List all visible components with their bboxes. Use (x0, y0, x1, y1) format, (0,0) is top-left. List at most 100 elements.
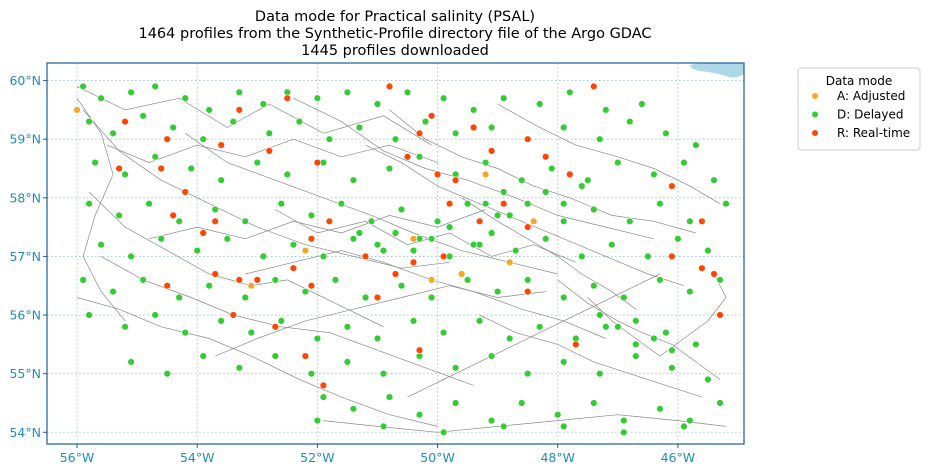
profile-point-d (331, 276, 340, 284)
profile-point-d (475, 317, 484, 325)
profile-point-d (187, 164, 195, 173)
plot-frame (46, 62, 745, 445)
profile-point-d (686, 217, 694, 226)
profile-point-d (355, 123, 364, 132)
profile-point-d (487, 352, 496, 360)
profile-point-d (535, 323, 544, 331)
profile-point-d (511, 246, 520, 255)
profile-point-r (163, 135, 171, 143)
legend-marker (811, 92, 819, 100)
profile-point-d (439, 328, 448, 337)
profile-point-d (253, 158, 261, 167)
float-trajectory (557, 279, 721, 380)
profile-point-d (547, 164, 556, 173)
profile-point-d (686, 416, 694, 425)
profile-point-d (590, 399, 598, 407)
profile-point-d (91, 158, 99, 167)
profile-point-r (541, 153, 550, 161)
profile-point-d (121, 170, 129, 179)
float-trajectory (185, 133, 558, 275)
profile-point-d (463, 276, 472, 284)
profile-point-r (181, 188, 189, 196)
profile-point-r (325, 217, 334, 226)
profile-point-d (704, 375, 712, 384)
float-trajectory (323, 414, 727, 433)
profile-point-d (656, 276, 664, 284)
profile-point-d (614, 323, 622, 331)
profile-point-d (692, 340, 700, 349)
profile-point-r (361, 252, 370, 261)
profile-point-d (97, 94, 105, 102)
profile-point-d (181, 94, 189, 102)
profile-point-d (247, 328, 256, 337)
profile-point-d (121, 323, 129, 331)
profile-point-r (439, 252, 448, 261)
float-trajectory (149, 209, 486, 240)
chart-title-line-3: 1445 profiles downloaded (301, 43, 489, 59)
profile-point-d (590, 282, 598, 290)
profile-point-d (566, 88, 574, 97)
profile-point-r (668, 182, 676, 190)
legend-entry-label: R: Real-time (837, 126, 910, 140)
profile-point-r (487, 147, 496, 155)
y-tick-label: 59°N (9, 132, 41, 147)
legend-box (797, 67, 921, 151)
float-trajectory (88, 191, 384, 328)
x-tick-label: 52°W (300, 450, 335, 465)
profile-point-a (247, 282, 256, 290)
profile-point-r (469, 123, 478, 132)
profile-point-r (121, 117, 129, 126)
profile-point-r (433, 170, 442, 179)
profile-point-r (572, 340, 580, 349)
profile-point-d (596, 311, 604, 319)
profile-point-d (626, 117, 634, 126)
profile-point-a (301, 246, 310, 255)
profile-point-r (211, 217, 219, 226)
profile-point-r (307, 282, 316, 290)
profile-point-d (127, 252, 135, 261)
profile-point-d (517, 399, 526, 407)
profile-point-d (602, 106, 610, 114)
profile-point-d (277, 317, 285, 325)
profile-point-d (343, 323, 352, 331)
profile-point-d (686, 287, 694, 296)
profile-point-d (85, 200, 93, 208)
profile-point-d (722, 200, 730, 208)
profile-point-a (506, 258, 514, 266)
profile-point-d (517, 176, 526, 184)
profile-point-r (698, 217, 706, 226)
x-tick-label: 50°W (420, 450, 455, 465)
profile-point-d (559, 422, 568, 431)
map-plot-area: 56°W 54°W 52°W 50°W 48°W 46°W 54°N 55°N 56°N 57°… (9, 62, 745, 465)
float-trajectory (461, 197, 637, 310)
profile-point-d (199, 352, 207, 360)
profile-point-d (319, 393, 328, 401)
profile-point-d (379, 246, 388, 255)
profile-point-d (584, 176, 592, 184)
profile-point-r (403, 153, 412, 161)
profile-point-r (157, 164, 165, 173)
profile-point-d (578, 182, 586, 190)
profile-point-a (427, 276, 436, 284)
profile-point-r (475, 217, 484, 226)
profile-point-d (656, 200, 664, 208)
profile-point-d (295, 117, 304, 126)
profile-point-r (373, 293, 382, 302)
profile-point-d (614, 158, 622, 167)
y-tick-label: 58°N (9, 190, 41, 205)
profile-point-d (151, 82, 159, 91)
profile-point-d (500, 422, 508, 431)
profile-point-d (680, 422, 688, 431)
profile-point-r (415, 129, 424, 138)
profile-point-d (397, 282, 406, 290)
float-trajectory (293, 97, 654, 240)
profile-point-d (199, 135, 207, 143)
profile-point-d (620, 428, 628, 436)
profile-point-r (385, 82, 394, 91)
profile-point-d (151, 311, 159, 319)
profile-point-d (127, 358, 135, 366)
profile-point-r (115, 164, 123, 173)
gridlines (47, 63, 744, 444)
profile-point-d (397, 205, 406, 214)
